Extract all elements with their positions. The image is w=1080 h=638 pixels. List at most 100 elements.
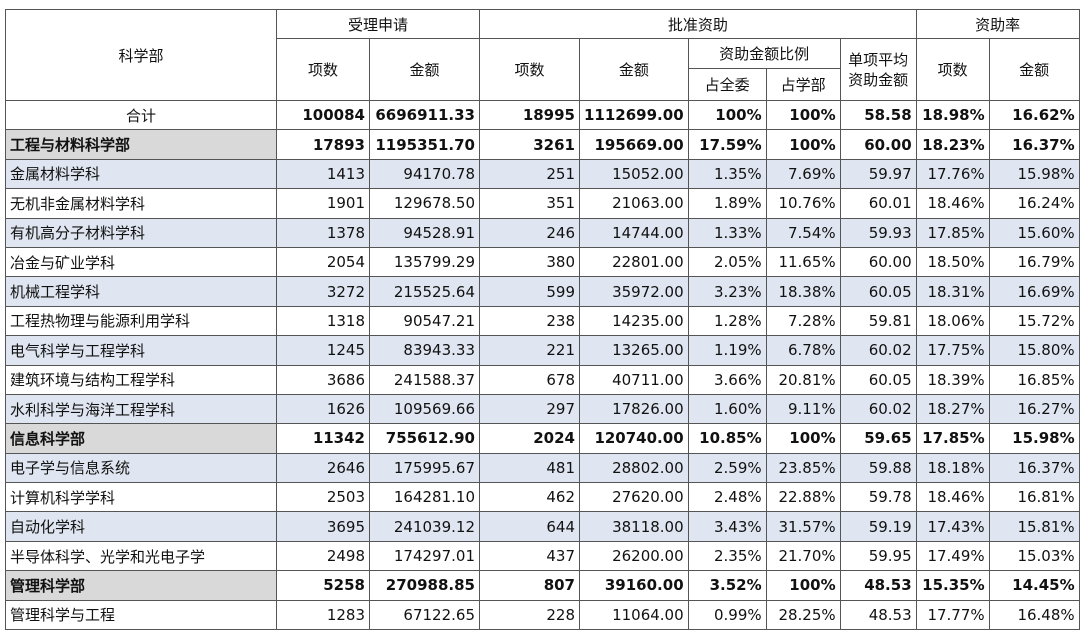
share-all: 2.48%	[687, 482, 767, 513]
accepted-amount: 1195351.70	[369, 129, 480, 160]
funding-table: 科学部 受理申请 批准资助 资助率 项数 金额 项数 金额 资助金额比例 单项平…	[5, 9, 1080, 631]
approved-count: 351	[479, 188, 580, 219]
header-rate: 资助率	[915, 9, 1080, 39]
row-name: 金属材料学科	[5, 158, 277, 190]
share-dept: 18.38%	[765, 276, 841, 307]
header-approved: 批准资助	[479, 9, 917, 39]
share-dept: 6.78%	[765, 335, 841, 366]
rate-count: 18.18%	[915, 452, 990, 484]
average-amount: 59.97	[839, 158, 917, 190]
approved-count: 228	[479, 599, 580, 631]
approved-amount: 15052.00	[579, 158, 689, 190]
approved-count: 599	[479, 276, 580, 307]
accepted-amount: 109569.66	[369, 393, 480, 425]
accepted-amount: 175995.67	[369, 452, 480, 484]
accepted-amount: 164281.10	[369, 482, 480, 513]
accepted-count: 1283	[276, 599, 370, 631]
rate-amount: 15.98%	[988, 423, 1080, 454]
approved-count: 437	[479, 540, 580, 572]
approved-amount: 120740.00	[579, 423, 689, 454]
average-amount: 60.00	[839, 246, 917, 278]
share-dept: 7.54%	[765, 217, 841, 248]
accepted-count: 17893	[276, 129, 370, 160]
rate-count: 17.77%	[915, 599, 990, 631]
accepted-amount: 90547.21	[369, 305, 480, 337]
rate-count: 18.50%	[915, 246, 990, 278]
table-row: 金属材料学科 1413 94170.78 251 15052.00 1.35% 7.69% 5…	[5, 158, 1080, 190]
accepted-count: 1901	[276, 188, 370, 219]
accepted-count: 3686	[276, 364, 370, 395]
rate-amount: 16.79%	[988, 246, 1080, 278]
row-name: 信息科学部	[5, 423, 277, 454]
average-amount: 59.88	[839, 452, 917, 484]
row-name: 冶金与矿业学科	[5, 246, 277, 278]
accepted-amount: 67122.65	[369, 599, 480, 631]
approved-amount: 38118.00	[579, 511, 689, 542]
approved-count: 644	[479, 511, 580, 542]
share-dept: 23.85%	[765, 452, 841, 484]
average-amount: 60.02	[839, 335, 917, 366]
rate-amount: 16.81%	[988, 482, 1080, 513]
average-amount: 58.58	[839, 99, 917, 131]
accepted-count: 1245	[276, 335, 370, 366]
approved-amount: 14235.00	[579, 305, 689, 337]
average-amount: 59.81	[839, 305, 917, 337]
share-all: 0.99%	[687, 599, 767, 631]
row-name: 建筑环境与结构工程学科	[5, 364, 277, 395]
row-name: 有机高分子材料学科	[5, 217, 277, 248]
rate-count: 17.85%	[915, 423, 990, 454]
table-row: 管理科学部 5258 270988.85 807 39160.00 3.52% 100% 48…	[5, 570, 1080, 601]
approved-amount: 11064.00	[579, 599, 689, 631]
share-dept: 9.11%	[765, 393, 841, 425]
share-all: 3.43%	[687, 511, 767, 542]
approved-count: 462	[479, 482, 580, 513]
accepted-amount: 241039.12	[369, 511, 480, 542]
share-dept: 22.88%	[765, 482, 841, 513]
rate-count: 17.76%	[915, 158, 990, 190]
rate-amount: 16.69%	[988, 276, 1080, 307]
average-amount: 59.19	[839, 511, 917, 542]
header-accepted-count: 项数	[276, 38, 370, 101]
rate-count: 17.43%	[915, 511, 990, 542]
share-dept: 20.81%	[765, 364, 841, 395]
approved-amount: 40711.00	[579, 364, 689, 395]
approved-count: 18995	[479, 99, 580, 131]
row-name: 机械工程学科	[5, 276, 277, 307]
accepted-count: 2498	[276, 540, 370, 572]
accepted-amount: 241588.37	[369, 364, 480, 395]
accepted-amount: 83943.33	[369, 335, 480, 366]
accepted-amount: 174297.01	[369, 540, 480, 572]
approved-amount: 195669.00	[579, 129, 689, 160]
row-name: 半导体科学、光学和光电子学	[5, 540, 277, 572]
accepted-count: 5258	[276, 570, 370, 601]
approved-amount: 39160.00	[579, 570, 689, 601]
row-name: 管理科学与工程	[5, 599, 277, 631]
table-row: 自动化学科 3695 241039.12 644 38118.00 3.43% 31.57%…	[5, 511, 1080, 542]
table-body: 合计 100084 6696911.33 18995 1112699.00 100% 100…	[5, 99, 1080, 631]
rate-amount: 15.81%	[988, 511, 1080, 542]
share-all: 1.19%	[687, 335, 767, 366]
accepted-amount: 270988.85	[369, 570, 480, 601]
approved-amount: 1112699.00	[579, 99, 689, 131]
header-approved-amount: 金额	[579, 38, 689, 101]
row-name: 无机非金属材料学科	[5, 188, 277, 219]
accepted-count: 2054	[276, 246, 370, 278]
table-row: 有机高分子材料学科 1378 94528.91 246 14744.00 1.33% 7.5…	[5, 217, 1080, 248]
rate-count: 18.46%	[915, 482, 990, 513]
accepted-count: 2646	[276, 452, 370, 484]
approved-amount: 35972.00	[579, 276, 689, 307]
header-average: 单项平均资助金额	[839, 38, 917, 101]
accepted-amount: 755612.90	[369, 423, 480, 454]
rate-count: 18.23%	[915, 129, 990, 160]
header-share-dept: 占学部	[765, 68, 841, 101]
accepted-amount: 94528.91	[369, 217, 480, 248]
approved-count: 807	[479, 570, 580, 601]
rate-count: 18.27%	[915, 393, 990, 425]
accepted-amount: 129678.50	[369, 188, 480, 219]
share-all: 1.60%	[687, 393, 767, 425]
accepted-amount: 215525.64	[369, 276, 480, 307]
share-all: 1.28%	[687, 305, 767, 337]
header-approved-count: 项数	[479, 38, 580, 101]
approved-amount: 13265.00	[579, 335, 689, 366]
share-dept: 100%	[765, 423, 841, 454]
